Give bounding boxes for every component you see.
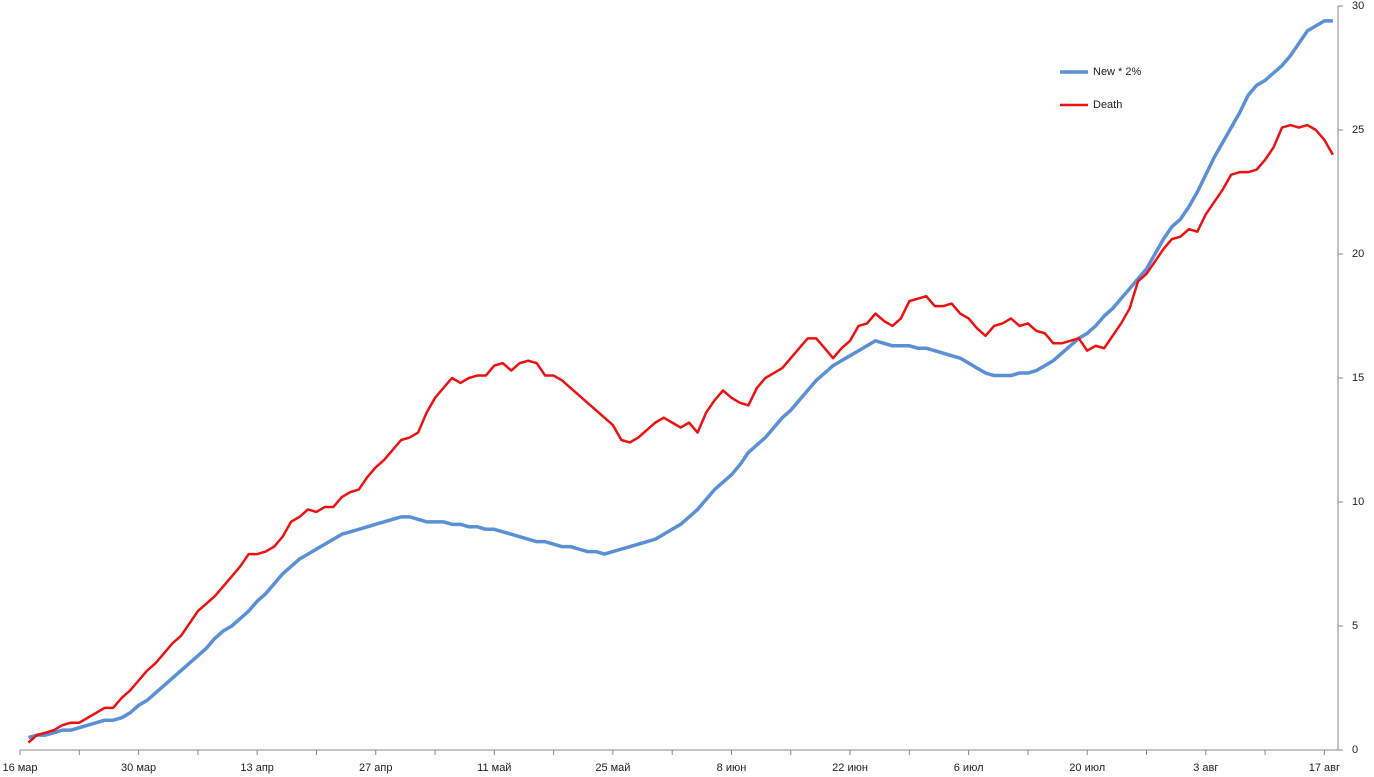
y-tick-label: 5 xyxy=(1352,620,1358,632)
x-tick-label: 17 авг xyxy=(1309,762,1340,774)
x-tick-label: 11 май xyxy=(477,762,511,774)
series-line xyxy=(27,123,1334,744)
x-tick-label: 25 май xyxy=(595,762,630,774)
legend-label: New * 2% xyxy=(1093,66,1142,78)
legend-label: Death xyxy=(1093,99,1122,111)
y-tick-label: 10 xyxy=(1352,496,1364,508)
x-tick-label: 27 апр xyxy=(359,762,392,774)
x-tick-label: 6 июл xyxy=(954,762,984,774)
y-tick-label: 25 xyxy=(1352,124,1364,136)
x-tick-label: 3 авг xyxy=(1193,762,1218,774)
x-tick-label: 30 мар xyxy=(121,762,156,774)
x-tick-label: 8 июн xyxy=(717,762,747,774)
y-tick-label: 15 xyxy=(1352,372,1364,384)
y-tick-label: 0 xyxy=(1352,744,1358,756)
x-tick-label: 16 мар xyxy=(2,762,37,774)
x-tick-label: 13 апр xyxy=(240,762,273,774)
x-tick-label: 20 июл xyxy=(1069,762,1105,774)
y-tick-label: 30 xyxy=(1352,0,1364,12)
x-tick-label: 22 июн xyxy=(832,762,868,774)
series-line xyxy=(27,19,1333,740)
y-tick-label: 20 xyxy=(1352,248,1364,260)
